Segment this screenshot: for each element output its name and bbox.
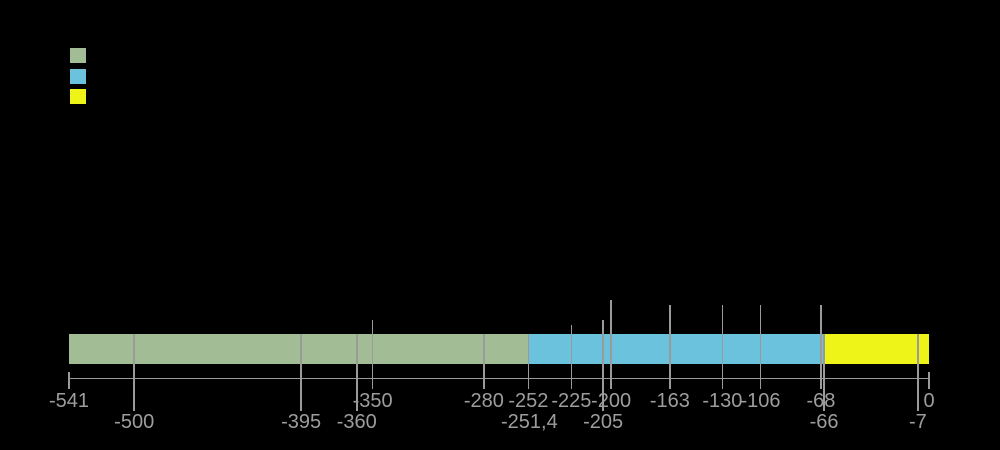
axis-label-251-4: -251,4: [501, 411, 558, 433]
axis-label-252: -252: [508, 389, 549, 412]
era-segment-2: [528, 334, 825, 364]
axis-label-360: -360: [336, 411, 377, 433]
marker-line-395: [300, 334, 302, 411]
axis-label-163: -163: [649, 389, 690, 412]
marker-line-541: [68, 371, 70, 389]
marker-line-200: [610, 300, 612, 389]
axis-label-350: -350: [352, 389, 393, 412]
legend-swatch-yellow: [70, 89, 86, 105]
marker-line-68: [820, 305, 822, 389]
marker-line-163: [669, 305, 671, 389]
marker-line-280: [483, 334, 485, 389]
axis-label-200: -200: [591, 389, 632, 412]
axis-label-280: -280: [463, 389, 504, 412]
axis-label-500: -500: [114, 411, 155, 433]
legend-swatch-green: [70, 48, 86, 63]
marker-line-130: [721, 305, 724, 389]
marker-line-252: [527, 334, 530, 389]
era-segment-1: [69, 334, 529, 364]
marker-line-360: [355, 334, 358, 411]
marker-line-350: [371, 320, 374, 389]
era-segment-3: [824, 334, 929, 364]
axis-label-395: -395: [281, 411, 322, 433]
axis-label-7: -7: [908, 411, 927, 433]
marker-line-0: [928, 371, 930, 389]
marker-line-7: [917, 334, 919, 411]
axis-label-0: 0: [923, 389, 935, 412]
marker-line-66: [823, 334, 825, 411]
legend-swatch-blue: [70, 68, 86, 84]
marker-line-205: [602, 320, 604, 411]
axis-label-68: -68: [806, 389, 836, 412]
marker-line-500: [133, 334, 135, 411]
marker-line-225: [570, 325, 573, 389]
marker-line-106: [759, 305, 762, 389]
axis-label-106: -106: [740, 389, 781, 412]
axis-label-541: -541: [48, 389, 90, 412]
axis-line: [68, 377, 930, 380]
axis-label-66: -66: [809, 411, 839, 433]
axis-label-205: -205: [583, 411, 624, 433]
axis-label-225: -225: [551, 389, 592, 412]
axis-label-130: -130: [702, 389, 743, 412]
